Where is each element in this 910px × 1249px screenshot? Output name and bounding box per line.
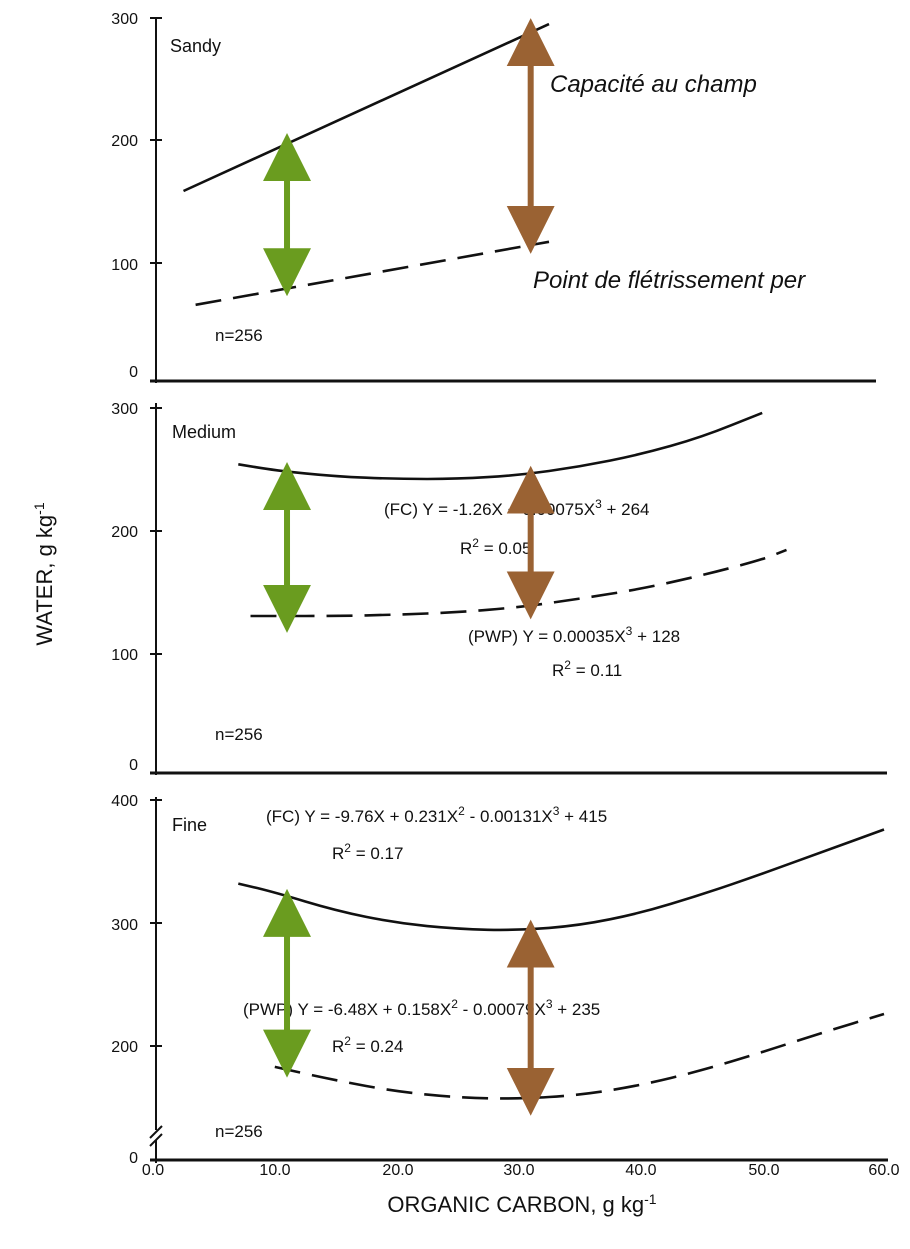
- series-line-fc: [182, 22, 550, 193]
- series-line-fc: [238, 411, 763, 481]
- x-axis-title: ORGANIC CARBON, g kg-1: [387, 1191, 656, 1217]
- x-tick-labels: 0.0 10.0 20.0 30.0 40.0 50.0 60.0: [142, 1162, 900, 1179]
- n-label: n=256: [215, 326, 263, 345]
- arrow-layer: [263, 462, 555, 633]
- equation-pwp-r2: R2 = 0.11: [552, 658, 622, 680]
- n-label: n=256: [215, 1122, 263, 1141]
- panel-label-medium: Medium: [172, 422, 236, 442]
- equation-fc: (FC) Y = -9.76X + 0.231X2 - 0.00131X3 + …: [266, 804, 607, 826]
- y-tick-label: 100: [111, 257, 138, 274]
- x-tick-label: 40.0: [625, 1162, 656, 1179]
- equation-fc-r2: R2 = 0.05: [460, 536, 531, 558]
- y-tick-label: 0: [129, 757, 138, 774]
- panel-sandy: 300 200 100 0 Sandy n=256 Capacité au ch…: [111, 11, 876, 383]
- panel-label-fine: Fine: [172, 815, 207, 835]
- y-tick-label: 0: [129, 1150, 138, 1167]
- series-line-pwp: [195, 240, 550, 307]
- x-tick-label: 60.0: [868, 1162, 899, 1179]
- series-layer: [238, 828, 885, 1100]
- y-tick-label: 300: [111, 401, 138, 418]
- panel-medium: 300 200 100 0 Medium n=256 (FC) Y = -1.2…: [111, 401, 887, 775]
- y-tick-label: 200: [111, 133, 138, 150]
- equation-pwp-r2: R2 = 0.24: [332, 1034, 403, 1056]
- x-tick-label: 20.0: [382, 1162, 413, 1179]
- y-axis-title: WATER, g kg-1: [31, 502, 57, 645]
- x-tick-label: 0.0: [142, 1162, 164, 1179]
- series-line-pwp: [250, 548, 787, 618]
- series-layer: [182, 22, 550, 307]
- equation-pwp: (PWP) Y = -6.48X + 0.158X2 - 0.00079X3 +…: [243, 997, 600, 1019]
- equation-fc-r2: R2 = 0.17: [332, 841, 403, 863]
- arrow-layer: [263, 888, 555, 1116]
- y-tick-label: 200: [111, 1039, 138, 1056]
- x-axis-title-text: ORGANIC CARBON, g kg: [387, 1192, 644, 1217]
- x-tick-label: 30.0: [503, 1162, 534, 1179]
- annotation-point: Point de flétrissement per: [533, 267, 806, 294]
- y-tick-label: 100: [111, 647, 138, 664]
- panel-fine: 400 300 200 0 Fine n=256 (FC) Y = -9.76X…: [111, 793, 888, 1167]
- equation-fc: (FC) Y = -1.26X + 0.00075X3 + 264: [384, 497, 650, 519]
- series-line-pwp: [274, 1012, 885, 1100]
- y-tick-label: 300: [111, 11, 138, 28]
- annotation-mask: [560, 96, 720, 122]
- x-tick-label: 50.0: [748, 1162, 779, 1179]
- equation-pwp: (PWP) Y = 0.00035X3 + 128: [468, 624, 680, 646]
- y-tick-label: 400: [111, 793, 138, 810]
- arrow-layer: [263, 18, 555, 297]
- y-tick-label: 0: [129, 364, 138, 381]
- annotation-capacite: Capacité au champ: [550, 71, 757, 98]
- x-tick-label: 10.0: [259, 1162, 290, 1179]
- annotation-mask: [560, 289, 720, 313]
- panel-label-sandy: Sandy: [170, 36, 221, 56]
- y-axis-title-sup: -1: [31, 502, 47, 515]
- n-label: n=256: [215, 725, 263, 744]
- y-tick-label: 300: [111, 917, 138, 934]
- x-axis-title-sup: -1: [644, 1191, 657, 1207]
- y-tick-label: 200: [111, 524, 138, 541]
- y-axis-title-text: WATER, g kg: [32, 515, 57, 646]
